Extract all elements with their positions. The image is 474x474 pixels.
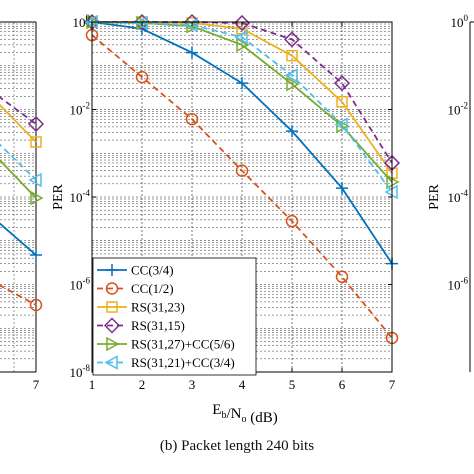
legend-label: RS(31,23): [131, 300, 185, 315]
y-tick-mantissa: 10: [73, 15, 86, 30]
x-tick-label: 2: [139, 377, 146, 392]
data-point: [236, 37, 250, 53]
y-tick-mantissa: 10: [70, 278, 83, 293]
y-tick-label: 10-2: [70, 101, 91, 118]
left-panel-series-line: [0, 159, 37, 199]
series-RS(31,27)+CC(5/6): [86, 14, 400, 190]
legend-label: RS(31,27)+CC(5/6): [131, 337, 235, 352]
right-panel-y-tick-label: 10-2: [448, 101, 469, 118]
y-tick-exponent: -8: [83, 363, 91, 373]
legend-marker: [104, 355, 118, 370]
left-panel-series-line: [0, 284, 37, 306]
left-panel-series-line: [0, 96, 37, 125]
left-panel-series-line: [0, 222, 37, 256]
y-tick-mantissa: 10: [448, 278, 461, 293]
x-tick-label: 1: [89, 377, 96, 392]
legend-marker: [106, 264, 118, 276]
left-panel-data-point: [30, 249, 42, 261]
y-axis-label: PER: [51, 184, 66, 210]
left-panel-series-line: [0, 103, 37, 143]
y-tick-label: 100: [73, 13, 91, 30]
y-tick-exponent: -2: [461, 101, 469, 111]
legend-label: RS(31,15): [131, 318, 185, 333]
y-tick-exponent: -4: [461, 188, 469, 198]
x-axis-label: Eb/No (dB): [212, 402, 277, 426]
left-panel-data-point: [28, 172, 42, 188]
data-point: [236, 77, 248, 90]
data-point: [185, 112, 199, 126]
y-tick-mantissa: 10: [70, 365, 83, 380]
data-point: [286, 49, 298, 62]
y-tick-exponent: -4: [83, 188, 91, 198]
data-point: [235, 164, 249, 177]
left-panel-data-point: [30, 190, 44, 206]
y-tick-exponent: -2: [83, 101, 91, 111]
data-point: [283, 31, 301, 48]
data-point: [335, 270, 349, 284]
legend-label: RS(31,21)+CC(3/4): [131, 355, 235, 370]
data-point: [186, 46, 198, 59]
y-tick-label: 10-8: [70, 363, 91, 380]
legend-box: [92, 257, 257, 376]
data-point: [135, 70, 149, 84]
y-tick-exponent: 0: [464, 13, 469, 23]
right-panel-y-tick-label: 10-6: [448, 276, 469, 293]
data-point: [336, 182, 348, 195]
right-panel-y-axis-label: PER: [427, 184, 442, 210]
y-tick-exponent: 0: [86, 13, 91, 23]
left-panel-data-point: [27, 115, 45, 133]
legend: CC(3/4) CC(1/2) RS(31,23) RS(31,15) RS(31,27…: [92, 257, 257, 376]
y-tick-mantissa: 10: [70, 190, 83, 205]
y-tick-mantissa: 10: [448, 190, 461, 205]
data-point: [284, 68, 298, 83]
x-axis-label-part: E: [212, 402, 221, 418]
left-panel-partial: 7: [0, 21, 45, 392]
x-tick-label: 3: [189, 377, 196, 392]
data-point: [286, 76, 300, 92]
x-tick-label: 7: [389, 377, 396, 392]
legend-marker: [106, 301, 118, 313]
right-panel-y-tick-label: 10-4: [448, 188, 469, 205]
data-point: [286, 125, 298, 138]
x-axis-label-part: (dB): [246, 410, 277, 426]
y-tick-label: 10-4: [70, 188, 91, 205]
y-tick-mantissa: 10: [448, 103, 461, 118]
right-panel-y-tick-label: 100: [451, 13, 469, 30]
y-tick-label: 10-6: [70, 276, 91, 293]
series-line: [91, 34, 393, 339]
y-tick-exponent: -6: [461, 276, 469, 286]
x-tick-label: 5: [289, 377, 296, 392]
data-point: [333, 75, 351, 92]
x-tick-label: 6: [339, 377, 346, 392]
legend-marker: [103, 317, 121, 334]
data-point: [285, 214, 299, 228]
x-axis-label-part: /N: [226, 406, 241, 422]
left-panel-data-point: [30, 136, 42, 148]
legend-marker: [105, 282, 119, 295]
data-point: [234, 29, 248, 45]
left-panel-x-tick-label: 7: [33, 377, 40, 392]
y-tick-mantissa: 10: [70, 103, 83, 118]
x-axis-label-subscript: b: [221, 410, 226, 421]
x-tick-label: 4: [239, 377, 246, 392]
left-panel-series-line: [0, 143, 37, 181]
y-tick-mantissa: 10: [451, 15, 464, 30]
data-point: [233, 14, 251, 32]
y-tick-exponent: -6: [83, 276, 91, 286]
figure-caption: (b) Packet length 240 bits: [159, 438, 315, 454]
data-point: [334, 117, 348, 132]
legend-label: CC(3/4): [131, 263, 174, 278]
legend-label: CC(1/2): [131, 281, 174, 296]
data-point: [336, 96, 348, 108]
x-axis-label-subscript: o: [241, 414, 246, 425]
legend-marker: [106, 336, 120, 352]
left-panel-data-point: [29, 298, 43, 312]
